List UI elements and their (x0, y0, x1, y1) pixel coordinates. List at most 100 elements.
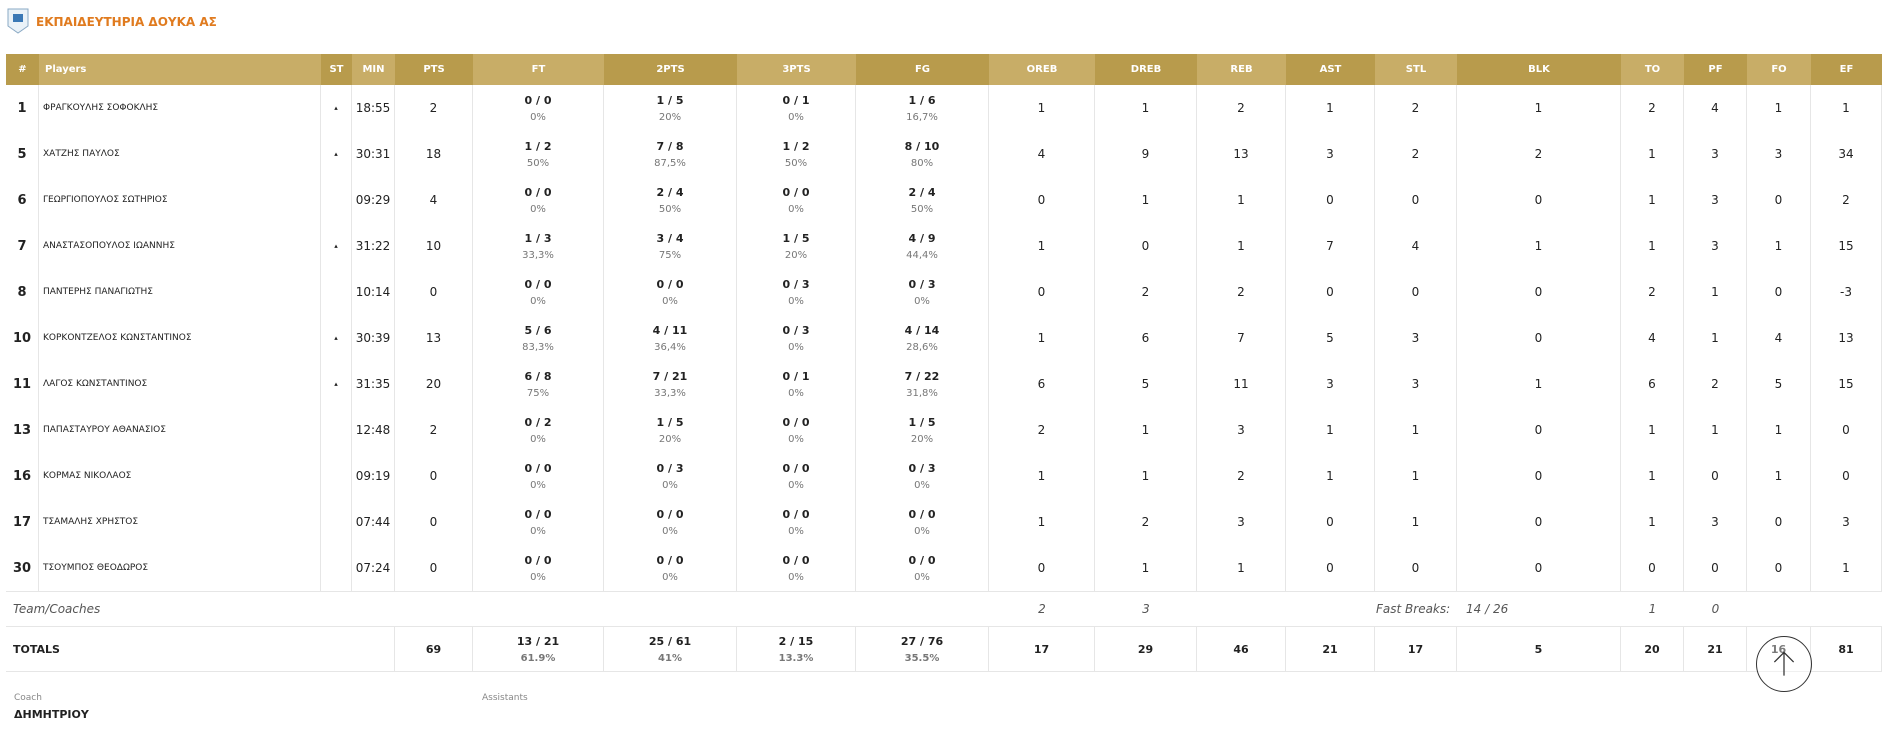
stat-cell: 0 (1747, 269, 1811, 315)
stat-cell: 0 (1811, 453, 1882, 499)
stat-cell: 0 (1286, 499, 1375, 545)
stat-cell: 1 (1684, 315, 1747, 361)
player-row: 30 ΤΣΟΥΜΠΟΣ ΘΕΟΔΩΡΟΣ 07:24 0 0 / 0 0% 0 / 0 0% 0… (6, 545, 1882, 591)
percentage: 0% (530, 111, 546, 123)
stat-cell: 4 (1747, 315, 1811, 361)
stat-cell: 1 (1286, 85, 1375, 131)
stat-cell: 0 (1684, 545, 1747, 591)
stat-cell: 1 (989, 499, 1095, 545)
player-number: 11 (6, 361, 39, 407)
stat-cell: 0 (1747, 499, 1811, 545)
stat-cell: 2 (1197, 453, 1286, 499)
stat-cell: 0 (1457, 177, 1621, 223)
stat-cell: 1 (1684, 407, 1747, 453)
stat-cell: 1 (1197, 545, 1286, 591)
percentage: 75% (526, 387, 550, 399)
shooting-cell: 1 / 3 33,3% (473, 223, 604, 269)
shooting-cell: 0 / 0 0% (473, 545, 604, 591)
player-number: 6 (6, 177, 39, 223)
column-header: FT (473, 54, 604, 85)
shooting-cell: 0 / 1 0% (737, 361, 856, 407)
stat-cell: 2 (1197, 85, 1286, 131)
shooting-cell: 0 / 1 0% (737, 85, 856, 131)
stat-cell: 09:19 (352, 453, 395, 499)
player-row: 10 ΚΟΡΚΟΝΤΖΕΛΟΣ ΚΩΝΣΤΑΝΤΙΝΟΣ ▴ 30:39 13 5 / 6… (6, 315, 1882, 361)
stat-cell: 0 (1375, 177, 1457, 223)
stat-cell: 10:14 (352, 269, 395, 315)
column-header: PF (1684, 54, 1747, 85)
made-attempted: 0 / 0 (524, 185, 552, 199)
stat-cell: 15 (1811, 361, 1882, 407)
shooting-cell: 0 / 0 0% (737, 177, 856, 223)
player-number: 17 (6, 499, 39, 545)
stat-cell: 1 (1457, 361, 1621, 407)
percentage: 0% (788, 341, 804, 353)
shooting-cell: 1 / 2 50% (737, 131, 856, 177)
player-name: ΦΡΑΓΚΟΥΛΗΣ ΣΟΦΟΚΛΗΣ (39, 85, 321, 131)
stat-cell: -3 (1811, 269, 1882, 315)
stat-cell: 1 (989, 315, 1095, 361)
column-header: REB (1197, 54, 1286, 85)
shooting-cell: 0 / 3 0% (856, 269, 989, 315)
made-attempted: 6 / 8 (524, 369, 552, 383)
stat-cell: 2 (1684, 361, 1747, 407)
stat-cell: 09:29 (352, 177, 395, 223)
shooting-cell: 1 / 5 20% (604, 85, 737, 131)
totals-dreb: 29 (1095, 626, 1197, 672)
stat-cell: 0 (395, 499, 473, 545)
scroll-top-button[interactable] (1756, 636, 1812, 692)
stat-cell: 0 (1684, 453, 1747, 499)
stat-cell: 1 (1457, 223, 1621, 269)
made-attempted: 27 / 76 (900, 634, 944, 648)
made-attempted: 0 / 0 (908, 507, 936, 521)
stat-cell: 3 (1197, 499, 1286, 545)
shooting-cell: 1 / 5 20% (737, 223, 856, 269)
shooting-cell: 7 / 8 87,5% (604, 131, 737, 177)
stat-cell: 0 (1747, 177, 1811, 223)
stat-cell: 2 (1811, 177, 1882, 223)
totals-pts: 69 (395, 626, 473, 672)
percentage: 33,3% (654, 387, 686, 399)
assistants-label: Assistants (482, 693, 528, 703)
player-name: ΑΝΑΣΤΑΣΟΠΟΥΛΟΣ ΙΩΑΝΝΗΣ (39, 223, 321, 269)
stat-cell: 1 (1375, 453, 1457, 499)
stat-cell: 18 (395, 131, 473, 177)
stat-cell: 0 (1286, 269, 1375, 315)
stat-cell: 0 (1457, 269, 1621, 315)
stat-cell: 18:55 (352, 85, 395, 131)
stat-cell: 1 (989, 223, 1095, 269)
stat-cell: 13 (395, 315, 473, 361)
player-number: 8 (6, 269, 39, 315)
player-number: 7 (6, 223, 39, 269)
percentage: 0% (530, 203, 546, 215)
percentage: 35.5% (904, 652, 940, 664)
percentage: 0% (530, 433, 546, 445)
percentage: 0% (530, 295, 546, 307)
stat-cell: 1 (1095, 177, 1197, 223)
stat-cell: 31:22 (352, 223, 395, 269)
percentage: 0% (914, 295, 930, 307)
stat-cell: 07:24 (352, 545, 395, 591)
percentage: 20% (658, 433, 682, 445)
made-attempted: 0 / 0 (782, 507, 810, 521)
stat-cell: 4 (1684, 85, 1747, 131)
stat-cell: 1 (989, 453, 1095, 499)
made-attempted: 1 / 2 (782, 139, 810, 153)
made-attempted: 0 / 3 (782, 323, 810, 337)
stat-cell: 2 (1375, 131, 1457, 177)
totals-p3: 2 / 15 13.3% (737, 626, 856, 672)
percentage: 0% (662, 525, 678, 537)
made-attempted: 1 / 3 (524, 231, 552, 245)
shooting-cell: 0 / 0 0% (737, 545, 856, 591)
stat-cell: 1 (1684, 269, 1747, 315)
percentage: 20% (658, 111, 682, 123)
stat-cell: 3 (1684, 177, 1747, 223)
made-attempted: 1 / 5 (656, 415, 684, 429)
made-attempted: 0 / 0 (656, 277, 684, 291)
team-pf: 0 (1711, 602, 1720, 616)
shooting-cell: 0 / 0 0% (473, 453, 604, 499)
stat-cell: ▴ (321, 131, 352, 177)
stat-cell: 13 (1197, 131, 1286, 177)
stat-cell: 3 (1197, 407, 1286, 453)
